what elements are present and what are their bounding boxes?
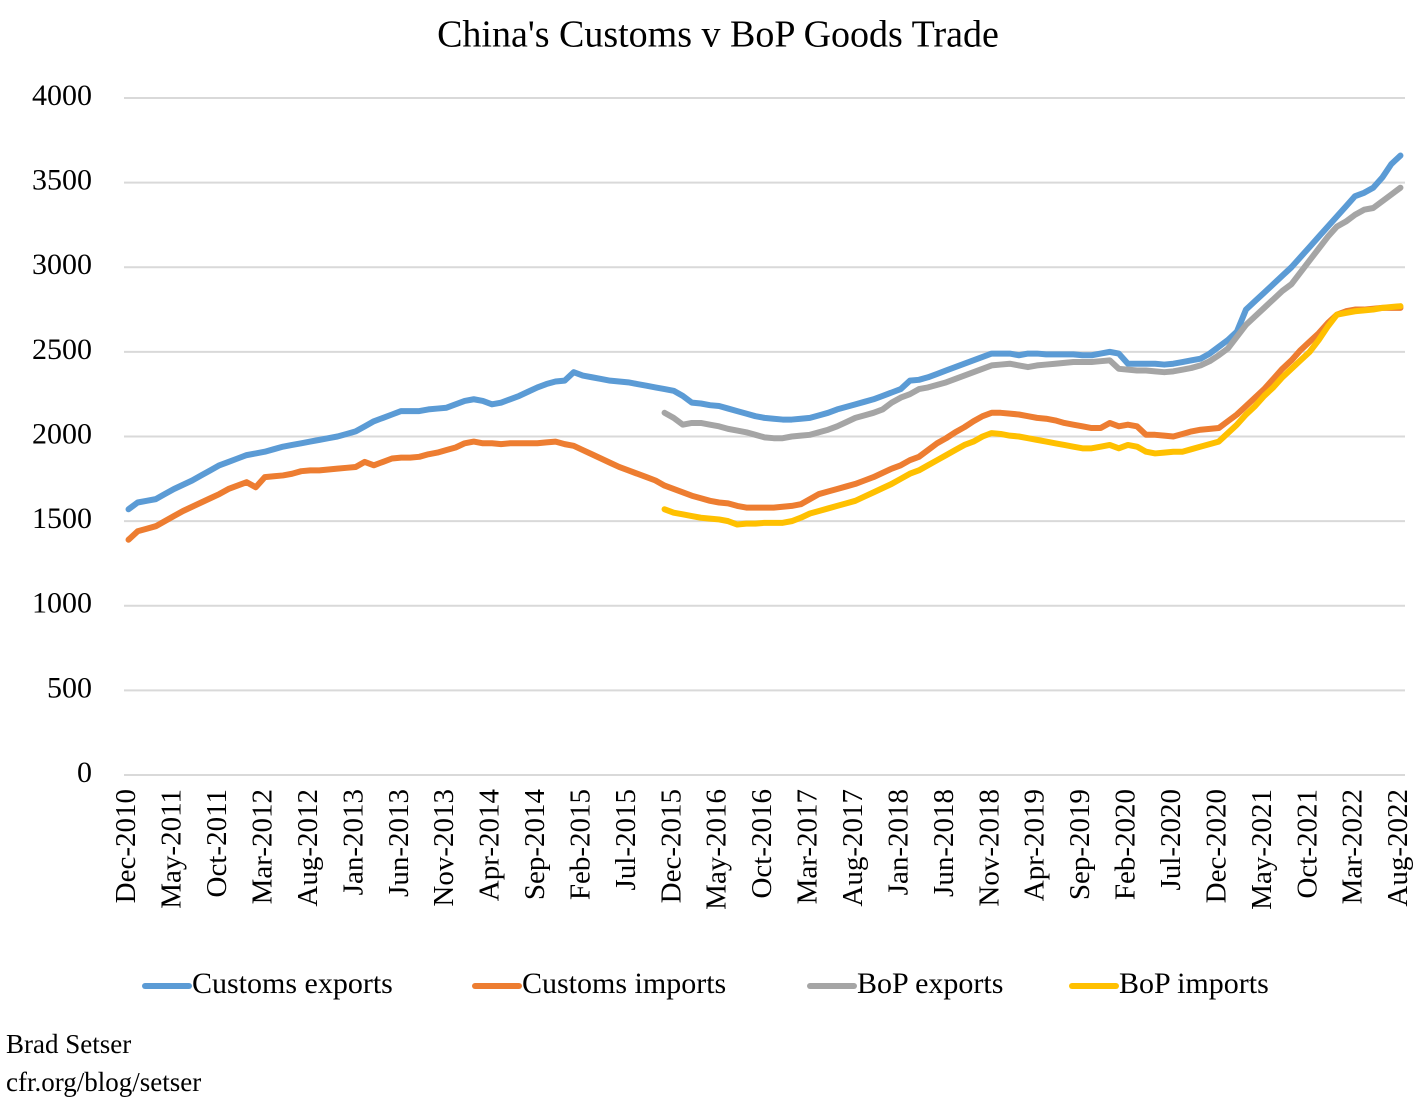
y-tick-label: 3000 [32, 248, 92, 281]
x-tick-label: Aug-2022 [1382, 789, 1414, 907]
x-tick-label: Jan-2013 [337, 789, 369, 895]
x-tick-label: Feb-2020 [1110, 789, 1142, 900]
x-tick-label: Nov-2013 [428, 789, 460, 907]
x-tick-label: Jul-2015 [610, 789, 642, 891]
x-tick-label: Mar-2012 [246, 789, 278, 904]
x-tick-label: May-2011 [156, 789, 188, 909]
x-tick-label: Oct-2011 [201, 789, 233, 897]
y-tick-label: 4000 [32, 79, 92, 112]
x-tick-label: Dec-2010 [110, 789, 142, 903]
legend-label: BoP exports [857, 967, 1003, 1000]
legend-label: BoP imports [1119, 967, 1269, 1000]
y-tick-label: 1000 [32, 587, 92, 620]
series-line [661, 303, 1404, 528]
series-line [125, 304, 1404, 543]
y-tick-label: 3500 [32, 164, 92, 197]
x-tick-label: May-2016 [701, 789, 733, 910]
x-tick-label: Jan-2018 [882, 789, 914, 895]
author: Brad Setser [6, 1029, 131, 1059]
x-tick-label: Mar-2017 [792, 789, 824, 904]
legend-label: Customs exports [192, 967, 393, 1000]
x-tick-label: May-2021 [1246, 789, 1278, 910]
x-tick-label: Oct-2016 [746, 789, 778, 899]
x-tick-label: Dec-2020 [1200, 789, 1232, 903]
y-tick-label: 0 [77, 756, 92, 789]
chart-title: China's Customs v BoP Goods Trade [437, 14, 999, 56]
x-tick-label: Sep-2014 [519, 789, 551, 901]
x-tick-label: Nov-2018 [973, 789, 1005, 907]
x-tick-label: Oct-2021 [1291, 789, 1323, 899]
x-tick-label: Aug-2017 [837, 789, 869, 907]
source: cfr.org/blog/setser [6, 1067, 201, 1097]
y-tick-label: 2500 [32, 333, 92, 366]
x-tick-label: Apr-2019 [1019, 789, 1051, 901]
x-tick-label: Jun-2018 [928, 789, 960, 897]
x-tick-label: Dec-2015 [655, 789, 687, 903]
legend-label: Customs imports [522, 967, 726, 1000]
x-tick-label: Jun-2013 [383, 789, 415, 897]
x-tick-label: Feb-2015 [564, 789, 596, 900]
series-line [125, 152, 1404, 513]
y-tick-label: 1500 [32, 502, 92, 535]
y-tick-label: 500 [47, 671, 92, 704]
y-tick-label: 2000 [32, 417, 92, 450]
x-tick-label: Sep-2019 [1064, 789, 1096, 900]
x-tick-label: Apr-2014 [474, 789, 506, 902]
series-line [661, 184, 1404, 442]
x-tick-label: Aug-2012 [292, 789, 324, 907]
x-tick-label: Jul-2020 [1155, 789, 1187, 891]
x-tick-label: Mar-2022 [1337, 789, 1369, 904]
